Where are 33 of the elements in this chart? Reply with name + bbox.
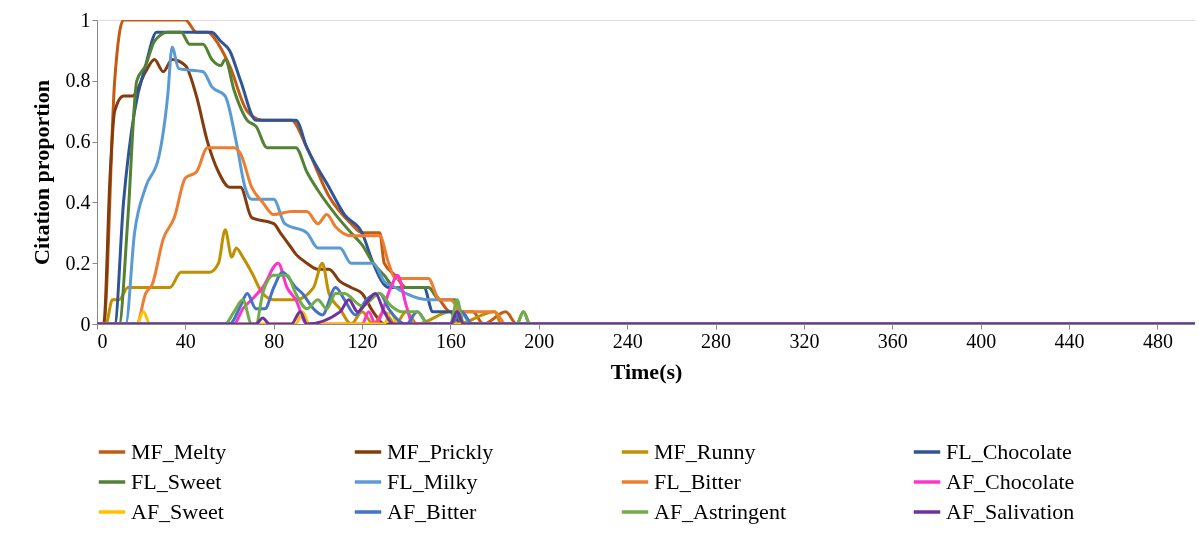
legend-label: AF_Astringent <box>654 499 786 524</box>
y-tick-label: 0.2 <box>65 251 91 274</box>
y-tick-label: 0 <box>80 312 91 335</box>
x-tick-label: 440 <box>1054 329 1085 352</box>
legend-label: FL_Chocolate <box>946 439 1072 464</box>
legend-label: AF_Salivation <box>946 499 1075 524</box>
legend-label: MF_Prickly <box>387 439 494 464</box>
x-tick-label: 0 <box>97 329 108 352</box>
legend-label: MF_Melty <box>131 439 227 464</box>
y-tick-label: 0.8 <box>65 69 91 92</box>
x-tick-label: 120 <box>347 329 378 352</box>
x-tick-label: 320 <box>789 329 820 352</box>
x-tick-label: 200 <box>524 329 555 352</box>
y-axis-title: Citation proportion <box>28 80 54 265</box>
legend-label: FL_Sweet <box>131 469 222 494</box>
legend-label: AF_Bitter <box>387 499 477 524</box>
x-tick-label: 400 <box>966 329 997 352</box>
x-axis-title: Time(s) <box>610 358 683 384</box>
legend-label: AF_Sweet <box>131 499 224 524</box>
x-tick-label: 80 <box>264 329 285 352</box>
x-tick-label: 160 <box>435 329 466 352</box>
y-tick-label: 1 <box>80 8 91 31</box>
legend-label: FL_Bitter <box>654 469 742 494</box>
x-tick-label: 480 <box>1142 329 1173 352</box>
x-tick-label: 360 <box>877 329 908 352</box>
x-tick-label: 240 <box>612 329 643 352</box>
x-tick-label: 280 <box>701 329 732 352</box>
y-tick-label: 0.4 <box>65 190 91 213</box>
x-tick-label: 40 <box>175 329 196 352</box>
legend-label: AF_Chocolate <box>946 469 1075 494</box>
legend-label: FL_Milky <box>387 469 478 494</box>
legend-label: MF_Runny <box>654 439 756 464</box>
y-tick-label: 0.6 <box>65 130 91 153</box>
